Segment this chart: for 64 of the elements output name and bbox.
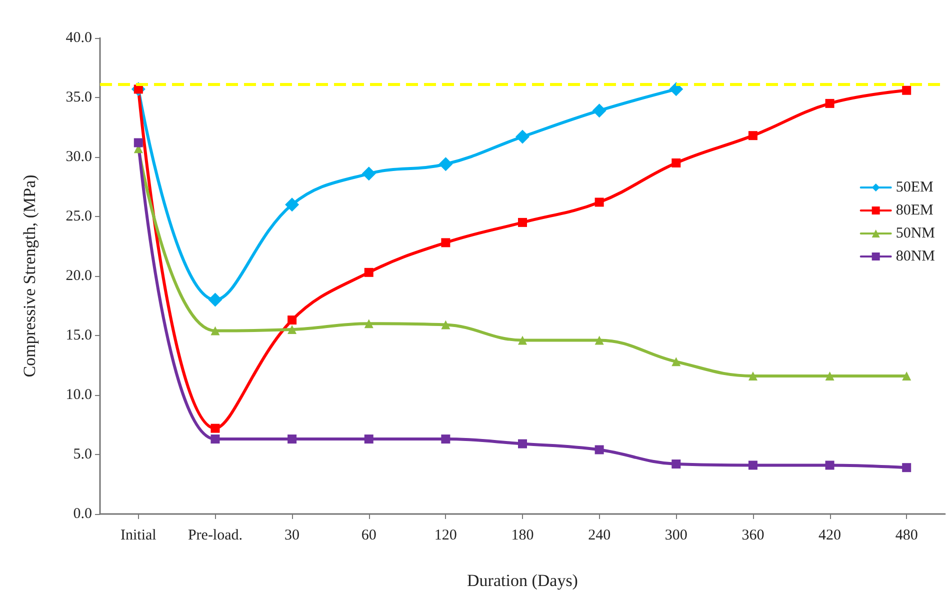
point — [669, 82, 684, 96]
y-axis-title: Compressive Strength, (MPa) — [20, 174, 39, 378]
y-tick-label: 35.0 — [66, 90, 92, 106]
point — [288, 434, 297, 444]
point — [672, 460, 681, 469]
x-tick-label: Pre-load. — [188, 528, 243, 544]
point — [518, 439, 527, 448]
point — [438, 157, 453, 172]
point — [594, 198, 604, 207]
point — [902, 463, 912, 472]
y-tick-label: 40.0 — [66, 30, 92, 46]
y-tick-label: 10.0 — [66, 387, 92, 403]
point — [288, 316, 297, 325]
point — [210, 434, 220, 444]
y-tick-label: 25.0 — [66, 208, 92, 224]
point — [364, 268, 374, 277]
x-tick-label: 420 — [818, 528, 842, 544]
legend-label: 50NM — [896, 226, 935, 242]
point — [364, 319, 374, 328]
point — [594, 445, 604, 454]
legend-label: 80NM — [896, 248, 935, 264]
point — [441, 320, 450, 330]
point — [518, 336, 527, 345]
x-tick-label: 240 — [588, 528, 611, 544]
point — [825, 98, 834, 108]
x-tick-label: 480 — [895, 528, 918, 544]
point — [672, 158, 681, 168]
point — [210, 326, 220, 336]
point — [362, 166, 376, 181]
y-tick-label: 15.0 — [66, 328, 92, 344]
point — [748, 371, 758, 380]
point — [285, 198, 300, 212]
point — [518, 218, 527, 227]
point — [592, 104, 606, 118]
point — [364, 434, 374, 444]
point — [825, 371, 834, 380]
point — [902, 371, 912, 380]
point — [825, 460, 834, 470]
point — [594, 336, 604, 345]
y-tick-label: 30.0 — [66, 149, 92, 165]
point — [672, 357, 681, 366]
legend-label: 50EM — [896, 180, 934, 196]
y-tick-label: 20.0 — [66, 268, 92, 284]
point — [208, 292, 222, 307]
point — [748, 460, 758, 470]
x-axis-title: Duration (Days) — [467, 571, 578, 590]
x-tick-label: 120 — [434, 528, 457, 544]
point — [210, 424, 220, 433]
x-tick-label: 60 — [361, 528, 376, 544]
point — [134, 138, 143, 148]
point — [441, 238, 450, 248]
x-tick-label: 30 — [284, 528, 300, 544]
point — [288, 325, 297, 334]
legend-label: 80EM — [896, 202, 934, 218]
point — [516, 130, 530, 144]
y-tick-label: 5.0 — [73, 446, 92, 462]
x-tick-label: Initial — [120, 528, 156, 544]
x-tick-label: 360 — [742, 528, 764, 544]
point — [441, 434, 450, 444]
y-tick-label: 0.0 — [73, 506, 92, 522]
x-tick-label: 180 — [511, 528, 534, 544]
point — [902, 86, 912, 95]
point — [748, 131, 758, 140]
x-tick-label: 300 — [664, 528, 688, 544]
